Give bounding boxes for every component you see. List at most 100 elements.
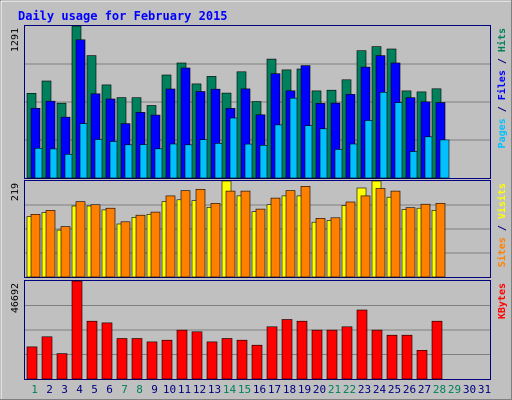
x-tick-label: 31 <box>478 383 491 396</box>
chart-title: Daily usage for February 2015 <box>18 9 228 23</box>
legend-entry: KBytes <box>497 283 508 319</box>
x-tick-label: 14 <box>223 383 237 396</box>
bar-kbytes-day-14 <box>221 338 233 380</box>
x-tick-label: 21 <box>328 383 341 396</box>
bar-sites-day-1 <box>30 214 41 278</box>
x-tick-label: 17 <box>268 383 281 396</box>
bar-kbytes-day-27 <box>416 349 428 380</box>
bar-sites-day-15 <box>240 190 251 278</box>
chart-panels: 1291 Pages / Files / Hits 219 Sites / Visit… <box>10 25 508 380</box>
bar-kbytes-day-5 <box>86 320 98 380</box>
bar-kbytes-day-11 <box>176 329 188 380</box>
legend-entry: Sites <box>496 237 508 267</box>
bar-sites-day-12 <box>195 189 206 278</box>
bar-kbytes-day-12 <box>191 331 203 380</box>
panel-hits-files-pages: 1291 Pages / Files / Hits <box>10 25 508 179</box>
bar-sites-day-13 <box>210 203 221 278</box>
bar-kbytes-day-9 <box>146 341 158 380</box>
x-tick-label: 22 <box>343 383 356 396</box>
bar-kbytes-day-24 <box>371 329 383 380</box>
x-tick-label: 5 <box>91 383 98 396</box>
x-tick-label: 4 <box>76 383 83 396</box>
bar-sites-day-16 <box>255 208 266 278</box>
legend-entry: Pages <box>497 118 508 148</box>
x-tick-label: 16 <box>253 383 266 396</box>
bar-kbytes-day-25 <box>386 334 398 380</box>
bar-kbytes-day-17 <box>266 326 278 380</box>
x-tick-label: 3 <box>61 383 68 396</box>
bar-kbytes-day-1 <box>26 346 38 380</box>
bar-kbytes-day-23 <box>356 309 368 380</box>
x-tick-label: 18 <box>283 383 296 396</box>
x-tick-label: 20 <box>313 383 326 396</box>
bar-sites-day-10 <box>165 195 176 278</box>
bar-sites-day-17 <box>270 197 281 278</box>
legend: Sites / Visits <box>496 183 508 267</box>
x-tick-label: 12 <box>193 383 206 396</box>
x-tick-label: 1 <box>31 383 38 396</box>
bar-sites-day-22 <box>345 201 356 278</box>
bar-kbytes-day-28 <box>431 320 443 380</box>
x-tick-label: 8 <box>136 383 143 396</box>
x-tick-label: 15 <box>238 383 251 396</box>
bar-sites-day-3 <box>60 226 71 278</box>
x-tick-label: 2 <box>46 383 53 396</box>
x-tick-label: 27 <box>418 383 431 396</box>
panel-kbytes: 46692 KBytes <box>10 280 508 380</box>
x-tick-label: 9 <box>151 383 158 396</box>
bar-kbytes-day-3 <box>56 353 68 380</box>
bar-sites-day-26 <box>405 207 416 278</box>
bar-sites-day-21 <box>330 217 341 278</box>
panel-visits-sites: 219 Sites / Visits <box>10 180 508 278</box>
x-tick-label: 25 <box>388 383 401 396</box>
x-tick-label: 23 <box>358 383 371 396</box>
x-axis-day-labels: 1 2 3 4 5 6 7 8 9 10 11 12 13 14 15 16 17 18 19 20 21 22 23 24 2… <box>31 383 491 396</box>
legend-entry: Visits <box>496 183 508 219</box>
x-tick-label: 29 <box>448 383 461 396</box>
bar-kbytes-day-20 <box>311 329 323 380</box>
bar-sites-day-23 <box>360 195 371 278</box>
legend-entry: / <box>497 100 508 118</box>
x-tick-label: 10 <box>163 383 176 396</box>
bar-kbytes-day-18 <box>281 319 293 380</box>
legend-entry: Hits <box>496 28 508 52</box>
y-max-label: 219 <box>10 183 21 201</box>
bar-kbytes-day-8 <box>131 338 143 380</box>
x-tick-label: 19 <box>298 383 311 396</box>
bar-pages-day-28 <box>439 139 450 179</box>
bar-sites-day-27 <box>420 203 431 278</box>
x-tick-label: 26 <box>403 383 416 396</box>
bar-sites-day-25 <box>390 190 401 278</box>
bar-kbytes-day-26 <box>401 334 413 380</box>
bar-kbytes-day-7 <box>116 338 128 380</box>
bar-sites-day-2 <box>45 210 56 278</box>
bar-sites-day-24 <box>375 188 386 278</box>
legend: Pages / Files / Hits <box>496 28 508 148</box>
bar-sites-day-6 <box>105 207 116 278</box>
bar-sites-day-9 <box>150 211 161 278</box>
bar-sites-day-20 <box>315 218 326 278</box>
bar-sites-day-11 <box>180 190 191 278</box>
bar-kbytes-day-10 <box>161 339 173 380</box>
bar-kbytes-day-13 <box>206 341 218 380</box>
bar-kbytes-day-22 <box>341 326 353 380</box>
bar-sites-day-7 <box>120 221 131 278</box>
legend: KBytes <box>497 283 508 319</box>
bar-kbytes-day-6 <box>101 322 113 380</box>
x-tick-label: 11 <box>178 383 191 396</box>
bar-sites-day-18 <box>285 190 296 278</box>
bar-kbytes-day-19 <box>296 320 308 380</box>
x-tick-label: 28 <box>433 383 446 396</box>
x-tick-label: 24 <box>373 383 387 396</box>
bar-kbytes-day-16 <box>251 344 263 380</box>
bar-kbytes-day-4 <box>71 280 83 380</box>
bar-kbytes-day-2 <box>41 336 53 380</box>
legend-entry: / <box>497 219 508 237</box>
y-max-label: 1291 <box>10 28 21 52</box>
bar-sites-day-19 <box>300 186 311 278</box>
bar-kbytes-day-21 <box>326 329 338 380</box>
bar-sites-day-5 <box>90 204 101 278</box>
bar-sites-day-4 <box>75 201 86 278</box>
legend-entry: / <box>497 52 508 70</box>
